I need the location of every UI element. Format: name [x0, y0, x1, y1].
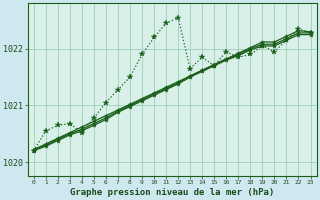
X-axis label: Graphe pression niveau de la mer (hPa): Graphe pression niveau de la mer (hPa) — [70, 188, 274, 197]
